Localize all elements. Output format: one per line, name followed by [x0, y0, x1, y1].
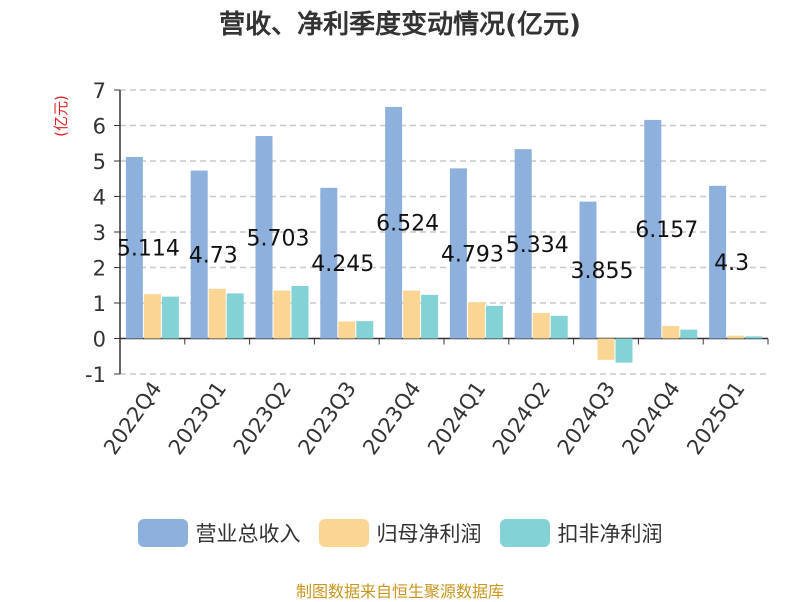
y-tick-label: 2 — [93, 257, 106, 281]
bar-revenue[interactable] — [190, 170, 208, 339]
bar-net-profit[interactable] — [273, 290, 291, 339]
y-tick-label: -1 — [85, 363, 106, 387]
data-label-revenue: 5.334 — [506, 233, 569, 258]
bar-adjusted-profit[interactable] — [226, 293, 244, 339]
x-tick-label: 2024Q3 — [553, 377, 620, 459]
data-label-revenue: 4.245 — [311, 252, 374, 277]
x-tick-label: 2023Q4 — [358, 377, 425, 459]
bar-adjusted-profit[interactable] — [161, 296, 179, 339]
legend-label-revenue: 营业总收入 — [195, 522, 301, 546]
x-tick-label: 2024Q2 — [488, 377, 555, 459]
y-tick-label: 5 — [93, 150, 106, 174]
data-label-revenue: 5.114 — [117, 237, 180, 262]
legend-label-adjusted-profit: 扣非净利润 — [557, 522, 663, 546]
x-tick-label: 2023Q3 — [293, 377, 360, 459]
bar-net-profit[interactable] — [662, 326, 680, 339]
x-tick-label: 2023Q1 — [164, 377, 231, 459]
data-source-note: 制图数据来自恒生聚源数据库 — [295, 582, 504, 601]
bar-revenue[interactable] — [644, 119, 662, 339]
y-tick-label: 1 — [93, 292, 106, 316]
bar-adjusted-profit[interactable] — [615, 338, 633, 363]
x-tick-label: 2022Q4 — [99, 377, 166, 459]
bars — [125, 106, 763, 363]
bar-revenue[interactable] — [385, 106, 403, 339]
data-label-revenue: 4.793 — [441, 242, 504, 267]
bar-net-profit[interactable] — [597, 338, 615, 360]
y-tick-label: 4 — [93, 186, 106, 210]
bar-adjusted-profit[interactable] — [485, 305, 503, 339]
bar-adjusted-profit[interactable] — [680, 329, 698, 339]
y-axis-label: (亿元) — [52, 95, 70, 137]
bar-revenue[interactable] — [514, 149, 532, 339]
legend-label-net-profit: 归母净利润 — [376, 522, 482, 546]
x-tick-label: 2025Q1 — [682, 377, 749, 459]
data-label-revenue: 5.703 — [247, 226, 310, 251]
legend-item-adjusted-profit[interactable]: 扣非净利润 — [499, 518, 663, 548]
data-label-revenue: 4.3 — [714, 251, 749, 276]
bar-net-profit[interactable] — [403, 290, 421, 339]
bar-adjusted-profit[interactable] — [291, 285, 309, 339]
data-label-revenue: 6.157 — [635, 218, 698, 243]
bar-net-profit[interactable] — [208, 288, 226, 339]
y-tick-label: 3 — [93, 221, 106, 245]
bar-revenue[interactable] — [125, 156, 143, 339]
legend-item-revenue[interactable]: 营业总收入 — [137, 518, 301, 548]
x-tick-label: 2023Q2 — [229, 377, 296, 459]
data-label-revenue: 6.524 — [376, 212, 439, 237]
bar-net-profit[interactable] — [727, 335, 745, 339]
bar-revenue[interactable] — [255, 136, 273, 339]
data-label-revenue: 4.73 — [189, 244, 238, 269]
x-tick-label: 2024Q4 — [617, 377, 684, 459]
legend-swatch-revenue — [137, 519, 188, 547]
bar-revenue[interactable] — [320, 187, 338, 339]
bar-adjusted-profit[interactable] — [421, 294, 439, 339]
y-tick-label: 6 — [93, 115, 106, 139]
bar-revenue[interactable] — [709, 185, 727, 339]
y-tick-label: 0 — [93, 328, 106, 352]
y-tick-label: 7 — [93, 79, 106, 103]
legend-item-net-profit[interactable]: 归母净利润 — [318, 518, 482, 548]
bar-adjusted-profit[interactable] — [745, 336, 763, 339]
bar-revenue[interactable] — [449, 168, 467, 339]
bar-adjusted-profit[interactable] — [356, 321, 374, 339]
bar-revenue[interactable] — [579, 201, 597, 339]
bar-adjusted-profit[interactable] — [550, 315, 568, 339]
legend-swatch-adjusted-profit — [499, 519, 550, 547]
x-tick-label: 2024Q1 — [423, 377, 490, 459]
legend-swatch-net-profit — [318, 519, 369, 547]
axes: -1 0 1 2 3 4 5 6 7 2022Q42023Q12023Q22023Q32023Q4… — [85, 79, 769, 459]
bar-net-profit[interactable] — [467, 302, 485, 339]
chart-title: 营收、净利季度变动情况(亿元) — [219, 10, 581, 40]
legend: 营业总收入 归母净利润 扣非净利润 — [0, 518, 800, 548]
bar-net-profit[interactable] — [532, 312, 550, 339]
bar-net-profit[interactable] — [143, 294, 161, 339]
data-label-revenue: 3.855 — [571, 259, 634, 284]
bar-net-profit[interactable] — [338, 321, 356, 339]
